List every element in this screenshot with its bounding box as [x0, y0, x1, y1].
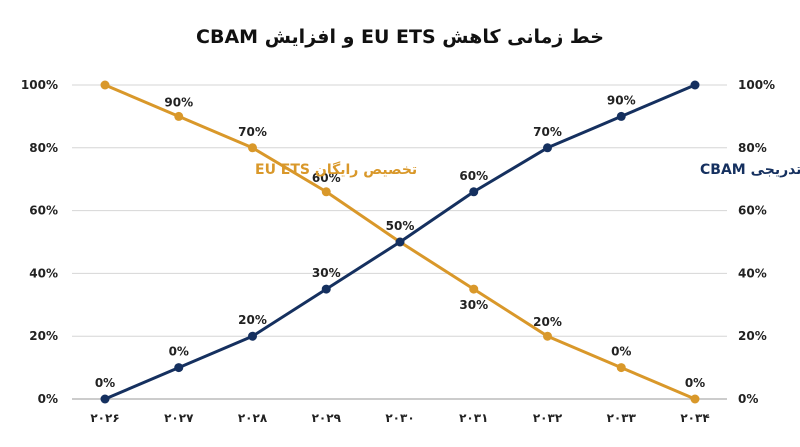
x-tick-label: ۲۰۲۸ [238, 411, 268, 425]
x-tick-label: ۲۰۳۲ [533, 411, 563, 425]
x-tick-label: ۲۰۲۶ [90, 411, 119, 425]
data-label: 60% [312, 171, 341, 185]
data-label: 0% [169, 345, 189, 359]
data-label: 30% [459, 298, 488, 312]
data-point [100, 394, 110, 404]
data-label: 90% [607, 93, 636, 107]
data-point [543, 331, 552, 341]
data-label: 70% [533, 125, 562, 139]
data-label: 90% [164, 95, 193, 109]
series-label-ets: تخصیص رایگان EU ETS [255, 161, 417, 178]
data-point [616, 363, 626, 373]
y-tick-label-right: 20% [738, 329, 767, 343]
y-tick-label-right: 80% [738, 141, 767, 155]
series-label-cbam: اجرای تدریجی CBAM [700, 162, 800, 178]
data-point [248, 143, 257, 153]
data-label: 20% [533, 315, 562, 329]
data-point [174, 363, 184, 373]
data-point [321, 284, 331, 294]
data-point [469, 284, 479, 294]
y-tick-label-left: 80% [29, 141, 58, 155]
data-label: 30% [312, 266, 341, 280]
data-point [100, 80, 110, 90]
data-label: 0% [95, 376, 115, 390]
data-label: 0% [685, 376, 705, 390]
y-tick-label-right: 40% [738, 266, 767, 280]
data-point [248, 331, 257, 341]
data-label: 60% [459, 169, 488, 183]
y-tick-label-right: 0% [738, 392, 758, 406]
x-tick-label: ۲۰۳۳ [607, 411, 637, 425]
data-label: 70% [238, 125, 267, 139]
y-tick-label-left: 100% [21, 78, 58, 92]
data-point [174, 111, 184, 121]
chart-title: خط زمانی کاهش EU ETS و افزایش CBAM [196, 26, 604, 48]
data-point [543, 143, 552, 153]
y-tick-label-left: 40% [29, 266, 58, 280]
data-point [321, 187, 331, 197]
data-point [690, 80, 700, 90]
data-label: 0% [611, 345, 631, 359]
y-tick-label-left: 20% [29, 329, 58, 343]
x-tick-label: ۲۰۳۱ [459, 411, 488, 425]
data-point [395, 237, 405, 247]
data-point [690, 394, 700, 404]
x-tick-label: ۲۰۲۹ [312, 411, 342, 425]
x-tick-label: ۲۰۳۴ [680, 411, 709, 425]
y-tick-label-right: 100% [738, 78, 775, 92]
y-tick-label-left: 60% [29, 204, 58, 218]
data-point [469, 187, 479, 197]
x-tick-label: ۲۰۲۷ [164, 411, 194, 425]
x-tick-label: ۲۰۳۰ [385, 411, 414, 425]
data-label: 20% [238, 313, 267, 327]
data-point [616, 111, 626, 121]
y-tick-label-left: 0% [38, 392, 58, 406]
data-label: 50% [386, 219, 415, 233]
y-tick-label-right: 60% [738, 204, 767, 218]
